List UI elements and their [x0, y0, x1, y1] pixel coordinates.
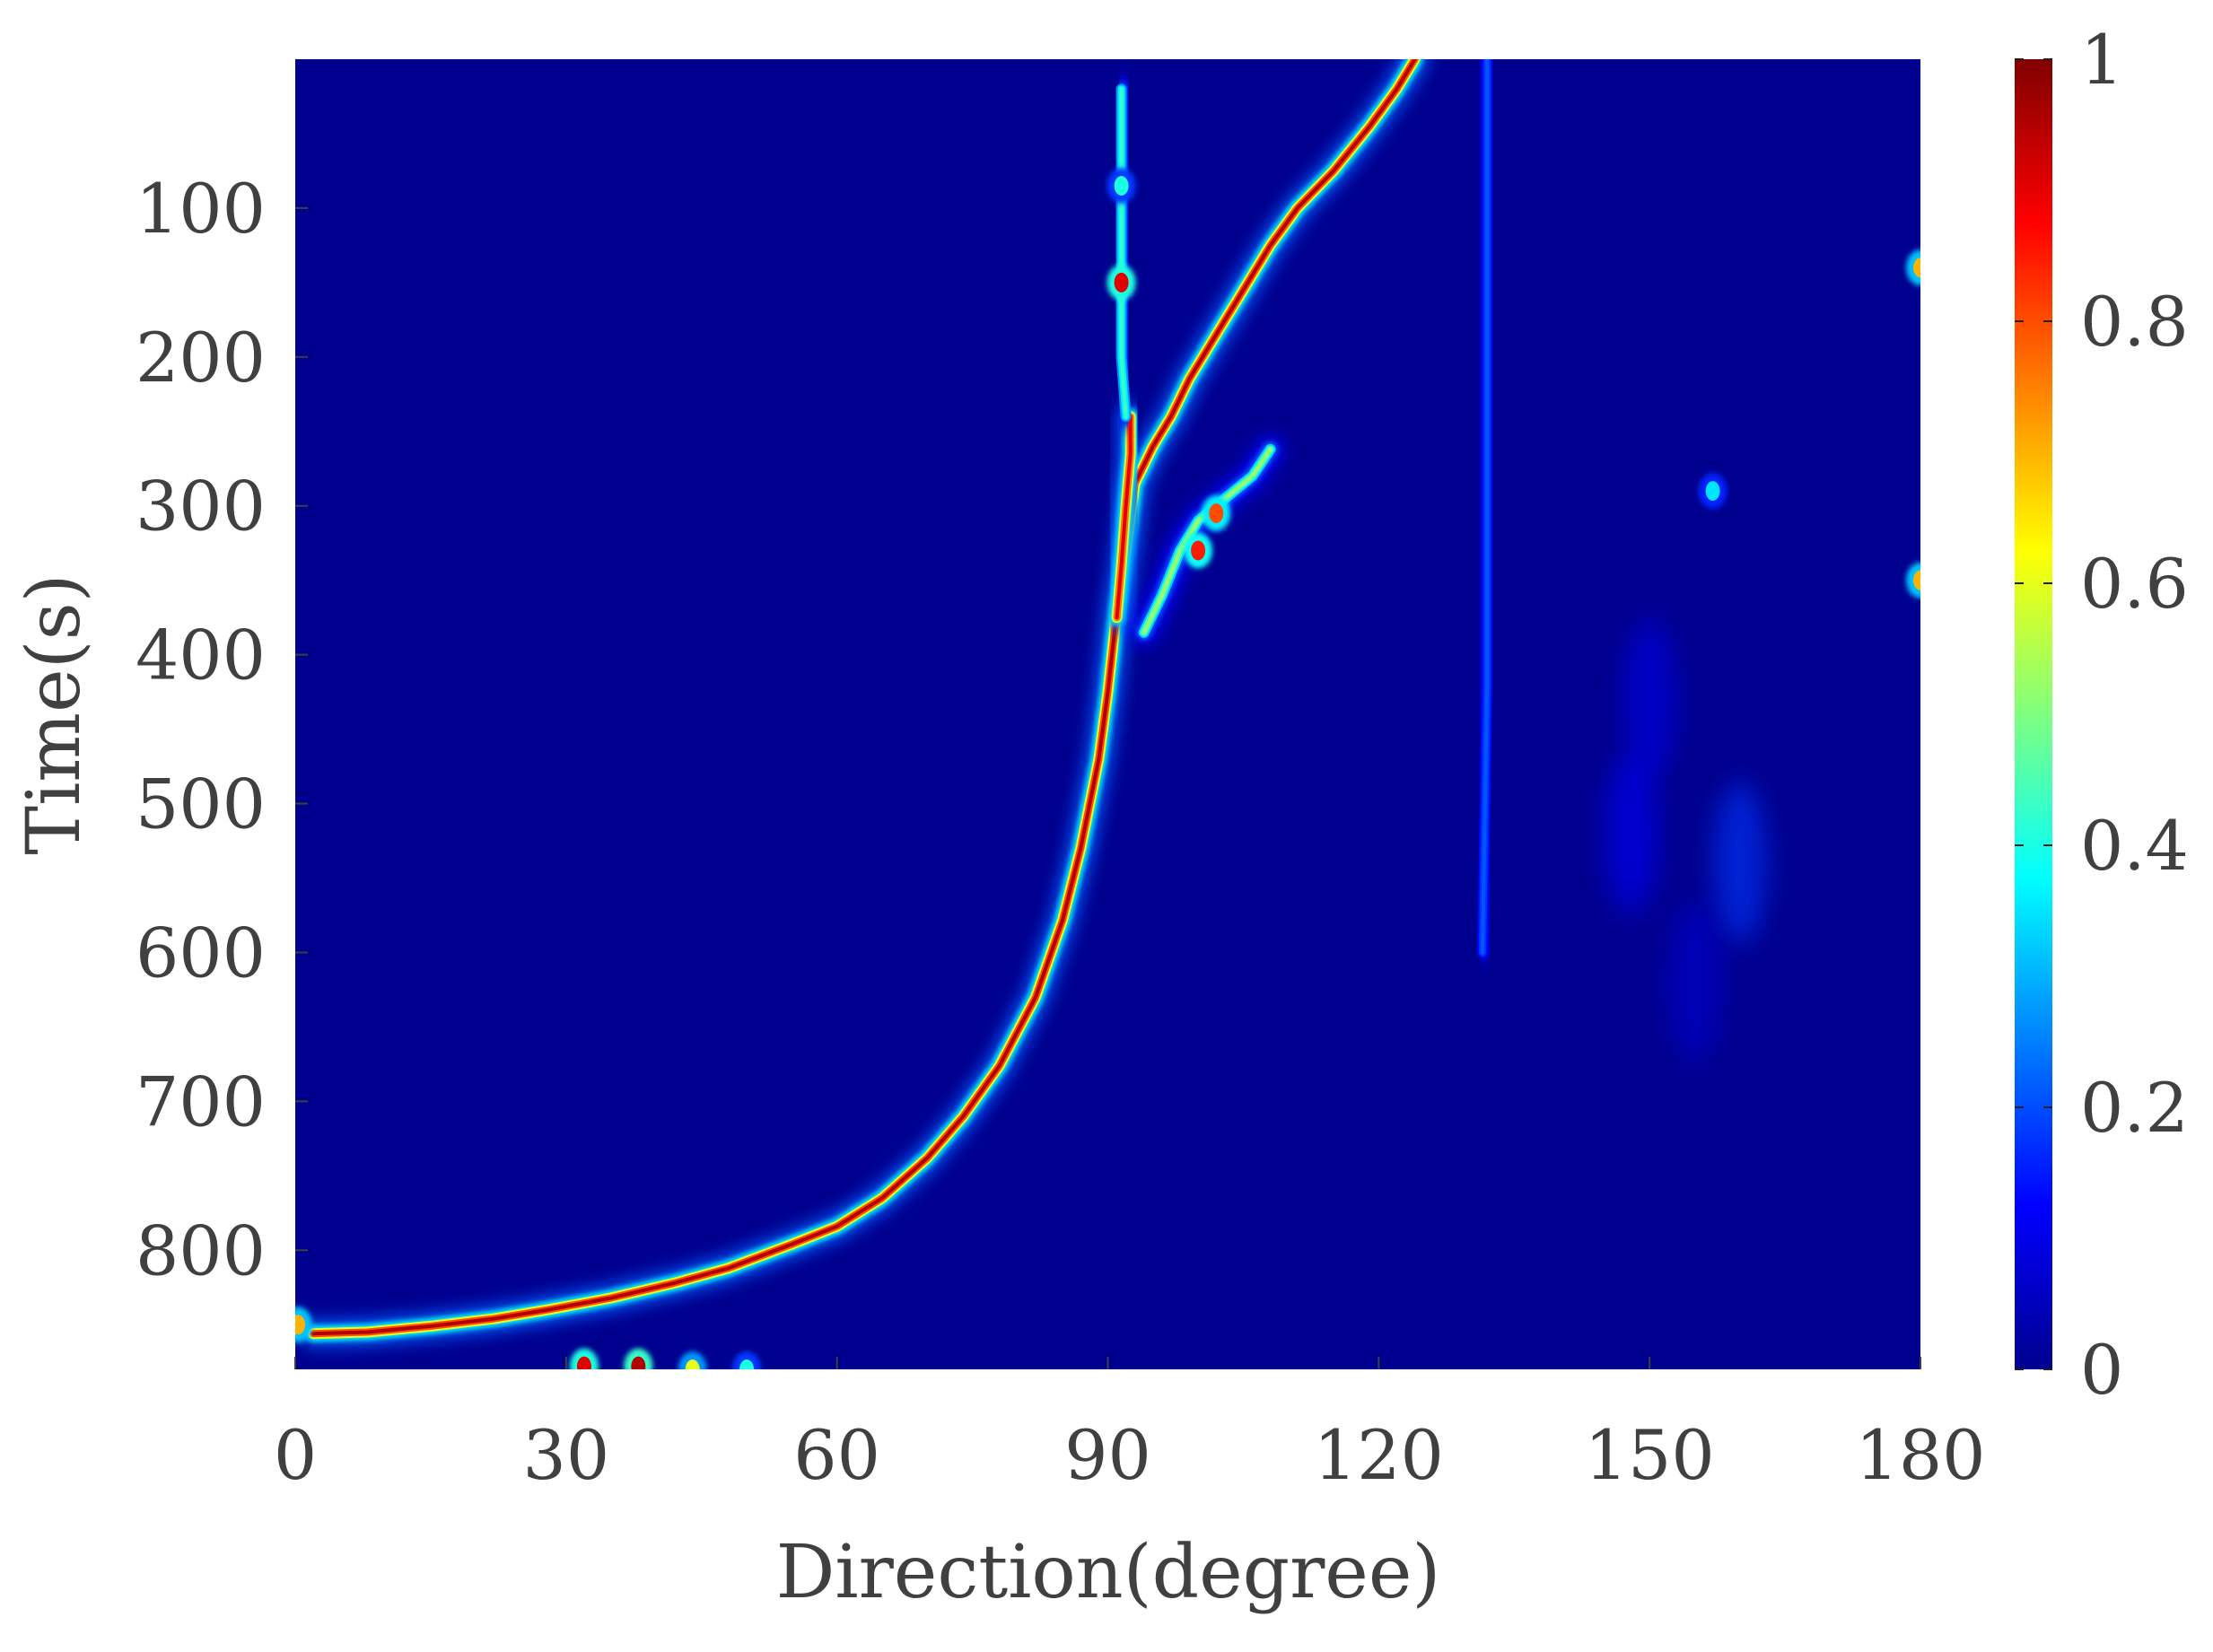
ridge-1-layer-5 — [311, 59, 1417, 1336]
hot-spot-12 — [732, 1351, 762, 1369]
hot-spot-1-core — [1114, 272, 1129, 293]
y-tick-label: 400 — [136, 616, 266, 695]
x-tick-label: 120 — [1314, 1415, 1444, 1495]
hot-spot-11-core — [685, 1359, 700, 1369]
x-tick-label: 150 — [1585, 1415, 1715, 1495]
y-tick-label: 700 — [136, 1062, 266, 1141]
x-tick-label: 0 — [274, 1415, 317, 1495]
axes: 0 30 60 90 120 150 180 100 200 300 400 500 600 700 800 — [136, 169, 1986, 1495]
colorbar-tick-label: 0 — [2080, 1330, 2123, 1410]
ridge-4-layer-5 — [1141, 447, 1273, 634]
faint-patch-1 — [1605, 752, 1659, 914]
hot-spot-8 — [1906, 562, 1920, 599]
hot-spot-9 — [569, 1348, 599, 1369]
ridge-series-3 — [1107, 75, 1140, 431]
x-tick-label: 90 — [1064, 1415, 1151, 1495]
colorbar-tick-label: 0.8 — [2080, 282, 2189, 362]
hot-spot-11 — [678, 1351, 707, 1369]
hot-spot-10 — [624, 1348, 653, 1369]
ridge-series-5 — [1469, 59, 1501, 966]
hot-spot-3-core — [1191, 540, 1206, 561]
ridge-2-layer-5 — [1115, 415, 1133, 620]
hot-spot-2 — [1106, 168, 1136, 205]
y-tick-label: 300 — [136, 467, 266, 546]
hot-spot-5 — [1698, 473, 1728, 510]
faint-patch-2 — [1623, 618, 1677, 781]
heatmap-layer — [295, 59, 1920, 1369]
colorbar-ticks: 0 0.2 0.4 0.6 0.8 1 — [2015, 20, 2189, 1410]
colorbar-tick-label: 1 — [2080, 20, 2123, 100]
colorbar-tick-label: 0.6 — [2080, 544, 2189, 624]
x-tick-label: 60 — [793, 1415, 880, 1495]
colorbar-tick-label: 0.4 — [2080, 806, 2189, 886]
x-tick-label: 180 — [1855, 1415, 1985, 1495]
ridge-series-4 — [1130, 435, 1284, 646]
hot-spot-4 — [1202, 495, 1231, 532]
hot-spot-4-core — [1209, 503, 1224, 524]
hot-spot-12-core — [739, 1359, 755, 1369]
y-tick-label: 500 — [136, 765, 266, 844]
hot-spot-7-core — [1913, 258, 1920, 278]
hot-spot-7 — [1906, 249, 1920, 286]
ridge-series-2 — [1103, 403, 1144, 632]
hot-spot-5-core — [1705, 481, 1720, 502]
hot-spot-6 — [295, 1307, 313, 1343]
y-tick-label: 600 — [136, 913, 266, 992]
hot-spot-9-core — [576, 1356, 591, 1369]
hot-spot-1 — [1106, 264, 1136, 301]
colorbar — [2015, 59, 2052, 1369]
hot-spot-8-core — [1913, 570, 1920, 590]
ridge-series-1 — [300, 59, 1429, 1348]
y-tick-label: 200 — [136, 318, 266, 398]
x-axis-label: Direction(degree) — [776, 1530, 1441, 1615]
y-tick-label: 800 — [136, 1211, 266, 1290]
ridge-5-layer-5 — [1481, 59, 1490, 955]
hot-spot-10-core — [631, 1356, 646, 1369]
faint-patch-3 — [1712, 782, 1767, 944]
y-tick-label: 100 — [136, 169, 266, 249]
colorbar-tick-label: 0.2 — [2080, 1068, 2189, 1148]
hot-spot-3 — [1184, 532, 1213, 569]
faint-patch-4 — [1667, 901, 1722, 1063]
hot-spot-6-core — [295, 1315, 306, 1335]
x-tick-label: 30 — [522, 1415, 609, 1495]
y-axis-label: Time(s) — [12, 573, 97, 854]
hot-spot-2-core — [1114, 176, 1129, 197]
